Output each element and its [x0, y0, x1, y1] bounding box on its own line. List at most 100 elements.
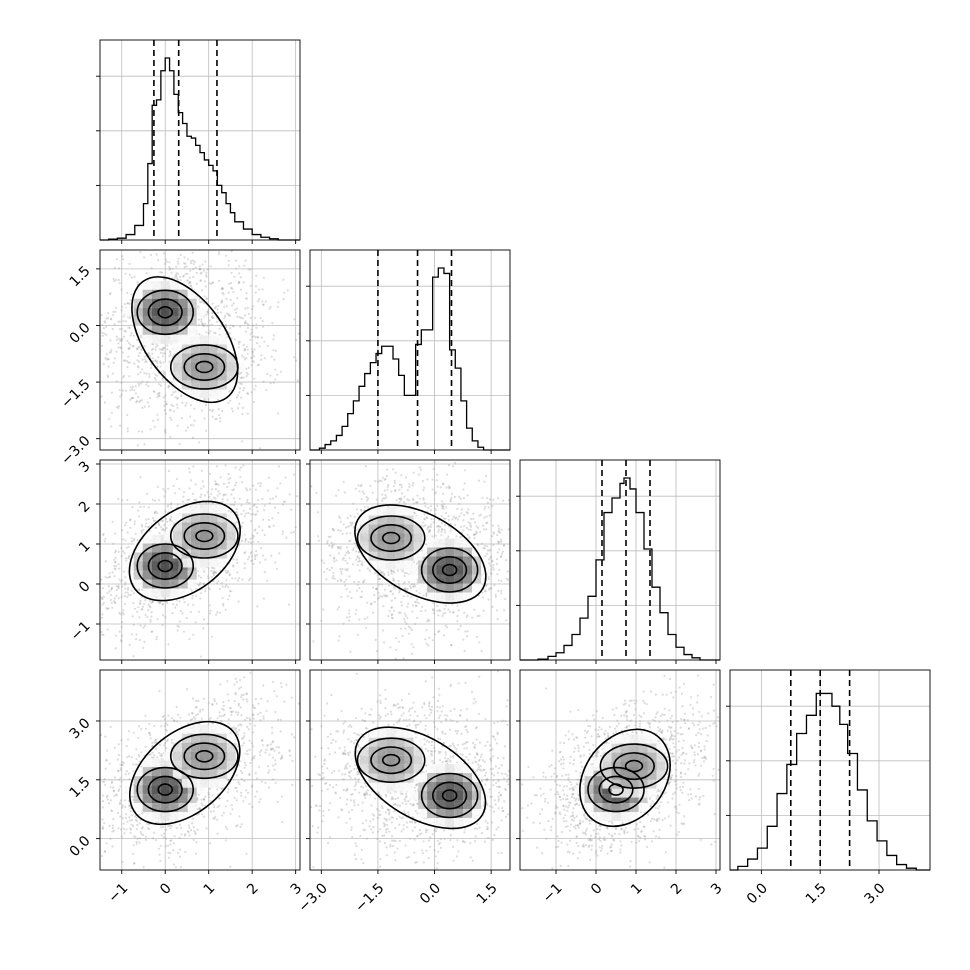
- scatter-point: [225, 571, 228, 575]
- scatter-point: [176, 397, 179, 400]
- scatter-point: [470, 517, 473, 521]
- scatter-point: [408, 486, 411, 489]
- scatter-point: [164, 616, 167, 619]
- scatter-point: [259, 482, 262, 485]
- scatter-point: [156, 374, 159, 377]
- scatter-point: [263, 533, 266, 537]
- scatter-point: [434, 512, 437, 516]
- scatter-point: [120, 393, 123, 396]
- scatter-point: [361, 490, 364, 493]
- scatter-point: [457, 628, 460, 631]
- scatter-point: [238, 687, 241, 690]
- scatter-point: [123, 595, 127, 598]
- scatter-point: [382, 572, 385, 576]
- scatter-point: [202, 582, 205, 586]
- scatter-point: [200, 409, 204, 412]
- scatter-point: [205, 298, 208, 301]
- density-cell: [472, 583, 482, 593]
- scatter-point: [215, 613, 218, 616]
- scatter-point: [144, 613, 147, 617]
- scatter-point: [386, 485, 389, 488]
- scatter-point: [388, 584, 391, 587]
- scatter-point: [169, 351, 172, 354]
- scatter-point: [237, 600, 240, 603]
- scatter-point: [173, 835, 176, 838]
- density-cell: [199, 531, 209, 541]
- density-cell: [208, 380, 218, 390]
- scatter-point: [432, 521, 435, 524]
- scatter-point: [163, 430, 166, 433]
- density-cell: [377, 560, 387, 570]
- scatter-point: [133, 389, 136, 392]
- scatter-point: [381, 595, 384, 598]
- scatter-point: [348, 609, 351, 612]
- scatter-point: [415, 601, 418, 604]
- scatter-point: [473, 521, 476, 524]
- scatter-point: [415, 501, 418, 504]
- scatter-point: [151, 837, 155, 840]
- scatter-point: [315, 491, 318, 495]
- scatter-point: [119, 338, 122, 341]
- scatter-point: [404, 476, 408, 479]
- density-cell: [187, 307, 197, 317]
- scatter-point: [130, 332, 133, 335]
- scatter-point: [128, 643, 131, 647]
- scatter-point: [290, 531, 293, 534]
- scatter-point: [241, 406, 244, 409]
- density-cell: [208, 371, 218, 381]
- scatter-point: [259, 485, 262, 488]
- scatter-point: [104, 356, 107, 359]
- scatter-point: [206, 491, 209, 494]
- scatter-point: [506, 570, 509, 573]
- scatter-point: [237, 340, 240, 343]
- scatter-point: [238, 280, 241, 283]
- scatter-point: [269, 382, 272, 385]
- scatter-point: [108, 293, 111, 296]
- scatter-point: [290, 696, 293, 699]
- scatter-point: [500, 592, 503, 595]
- density-cell: [142, 561, 152, 571]
- scatter-point: [147, 352, 150, 355]
- scatter-point: [349, 514, 352, 518]
- scatter-point: [124, 539, 127, 542]
- scatter-point: [115, 594, 118, 598]
- scatter-point: [242, 376, 245, 379]
- scatter-point: [352, 502, 355, 505]
- density-cell: [151, 307, 161, 317]
- scatter-point: [376, 502, 379, 505]
- density-cell: [160, 280, 170, 290]
- scatter-point: [330, 545, 334, 548]
- scatter-point: [110, 586, 114, 590]
- scatter-point: [209, 330, 212, 333]
- scatter-point: [211, 316, 214, 319]
- scatter-point: [475, 635, 479, 639]
- scatter-point: [142, 505, 146, 508]
- scatter-point: [121, 255, 124, 258]
- scatter-point: [239, 382, 242, 385]
- scatter-point: [218, 251, 221, 254]
- scatter-point: [369, 484, 372, 487]
- density-cell: [190, 344, 200, 354]
- scatter-point: [255, 274, 258, 277]
- scatter-point: [237, 577, 241, 580]
- scatter-point: [483, 544, 486, 547]
- density-cell: [151, 334, 161, 344]
- scatter-point: [484, 555, 487, 558]
- scatter-point: [156, 418, 160, 421]
- scatter-point: [164, 490, 167, 493]
- density-cell: [142, 298, 152, 308]
- scatter-point: [239, 325, 242, 328]
- density-cell: [181, 371, 191, 381]
- scatter-point: [269, 374, 272, 377]
- density-cell: [181, 353, 191, 363]
- scatter-point: [318, 539, 321, 542]
- density-cell: [217, 389, 227, 399]
- scatter-point: [387, 571, 390, 574]
- density-cell: [196, 307, 206, 317]
- scatter-point: [243, 718, 246, 722]
- scatter-point: [211, 316, 214, 320]
- scatter-point: [152, 517, 155, 520]
- scatter-point: [164, 262, 167, 265]
- scatter-point: [490, 555, 493, 559]
- scatter-point: [165, 260, 168, 263]
